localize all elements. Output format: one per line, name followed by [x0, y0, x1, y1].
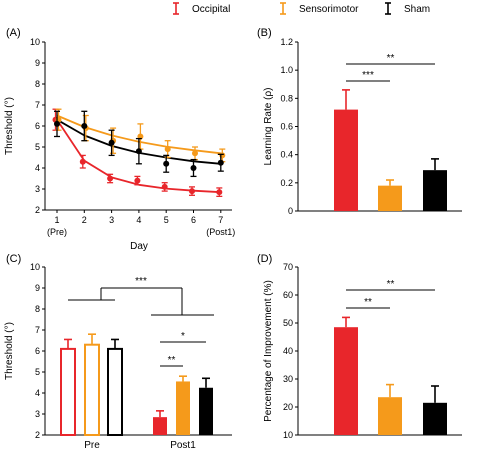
data-point-a — [108, 139, 115, 146]
bar-b — [334, 109, 358, 211]
y-tick-label-a: 10 — [30, 37, 40, 47]
legend-item-label: Occipital — [192, 4, 230, 15]
y-tick-label-b: 0.2 — [280, 178, 293, 188]
x-tick-label-a: 2 — [82, 215, 87, 225]
y-tick-label-b: 1.2 — [280, 37, 293, 47]
y-tick-label-a: 6 — [35, 121, 40, 131]
bar-d — [334, 327, 358, 435]
data-point-a — [190, 165, 197, 171]
y-axis-label-a: Threshold (°) — [4, 97, 15, 155]
significance-c-1-label: *** — [135, 276, 147, 287]
bar-hollow-c — [107, 347, 123, 436]
x-axis-label-a: Day — [130, 241, 148, 252]
significance-c-2-label: * — [181, 331, 185, 342]
y-tick-label-d: 10 — [283, 430, 293, 440]
data-point-a — [134, 177, 141, 184]
x-tick-label-a: 5 — [164, 215, 169, 225]
y-tick-label-b: 0.8 — [280, 93, 293, 103]
data-point-a — [217, 159, 224, 166]
y-tick-label-b: 0.6 — [280, 122, 293, 132]
x-sublabel-post1-a: (Post1) — [206, 227, 235, 237]
x-tick-label-a: 6 — [191, 215, 196, 225]
y-tick-label-a: 3 — [35, 184, 40, 194]
x-sublabel-pre-a: (Pre) — [47, 227, 67, 237]
data-point-a — [192, 150, 198, 157]
bar-d — [423, 402, 447, 435]
bar-c — [153, 417, 167, 435]
data-point-a — [189, 188, 195, 195]
y-tick-label-b: 0.4 — [280, 150, 293, 160]
y-tick-label-d: 70 — [283, 262, 293, 272]
bar-hollow-c — [60, 347, 76, 436]
significance-d-2-label: ** — [387, 279, 395, 290]
bar-b — [423, 170, 447, 211]
bar-c — [176, 381, 190, 435]
x-tick-label-a: 4 — [136, 215, 141, 225]
x-tick-label-a: 7 — [218, 215, 223, 225]
y-tick-label-a: 5 — [35, 142, 40, 152]
y-tick-label-c: 10 — [30, 262, 40, 272]
significance-b-1-label: *** — [362, 70, 374, 81]
y-tick-label-c: 3 — [35, 409, 40, 419]
y-tick-label-d: 40 — [283, 346, 293, 356]
y-tick-label-a: 8 — [35, 79, 40, 89]
y-tick-label-d: 20 — [283, 402, 293, 412]
panel-label-d: (D) — [257, 253, 272, 265]
y-tick-label-d: 60 — [283, 290, 293, 300]
y-axis-label-d: Percentage of Improvement (%) — [263, 280, 274, 422]
legend-item-label: Sham — [404, 4, 430, 15]
y-tick-label-c: 2 — [35, 430, 40, 440]
y-tick-label-d: 30 — [283, 374, 293, 384]
x-category-label-post1: Post1 — [170, 440, 196, 451]
y-tick-label-c: 5 — [35, 367, 40, 377]
bar-c — [199, 387, 213, 435]
data-point-a — [135, 148, 142, 155]
data-point-a — [54, 120, 60, 127]
y-tick-label-c: 6 — [35, 346, 40, 356]
data-point-a — [216, 189, 223, 196]
x-tick-label-a: 3 — [109, 215, 114, 225]
y-tick-label-c: 8 — [35, 304, 40, 314]
y-tick-label-b: 0 — [288, 206, 293, 216]
panel-label-b: (B) — [257, 27, 272, 39]
significance-d-1-label: ** — [364, 297, 372, 308]
x-category-label-pre: Pre — [84, 440, 100, 451]
data-point-a — [107, 175, 114, 182]
y-tick-label-d: 50 — [283, 318, 293, 328]
data-point-a — [164, 146, 171, 153]
y-axis-label-c: Threshold (°) — [4, 322, 15, 380]
legend-item-label: Sensorimotor — [299, 4, 359, 15]
y-tick-label-a: 4 — [35, 163, 40, 173]
data-point-a — [163, 160, 170, 167]
panel-label-c: (C) — [6, 253, 21, 265]
data-point-a — [81, 123, 88, 129]
y-tick-label-a: 2 — [35, 205, 40, 215]
data-point-a — [79, 158, 86, 165]
y-tick-label-a: 7 — [35, 100, 40, 110]
panel-label-a: (A) — [6, 27, 21, 39]
y-tick-label-b: 1.0 — [280, 65, 293, 75]
y-tick-label-a: 9 — [35, 58, 40, 68]
significance-b-2-label: ** — [387, 53, 395, 64]
bar-b — [378, 185, 402, 211]
bar-hollow-c — [84, 343, 100, 437]
y-tick-label-c: 9 — [35, 283, 40, 293]
bar-d — [378, 397, 402, 435]
y-tick-label-c: 7 — [35, 325, 40, 335]
y-tick-label-c: 4 — [35, 388, 40, 398]
data-point-a — [161, 183, 168, 190]
significance-c-3-label: ** — [168, 355, 176, 366]
y-axis-label-b: Learning Rate (ρ) — [263, 88, 274, 166]
x-tick-label-a: 1 — [54, 215, 59, 225]
